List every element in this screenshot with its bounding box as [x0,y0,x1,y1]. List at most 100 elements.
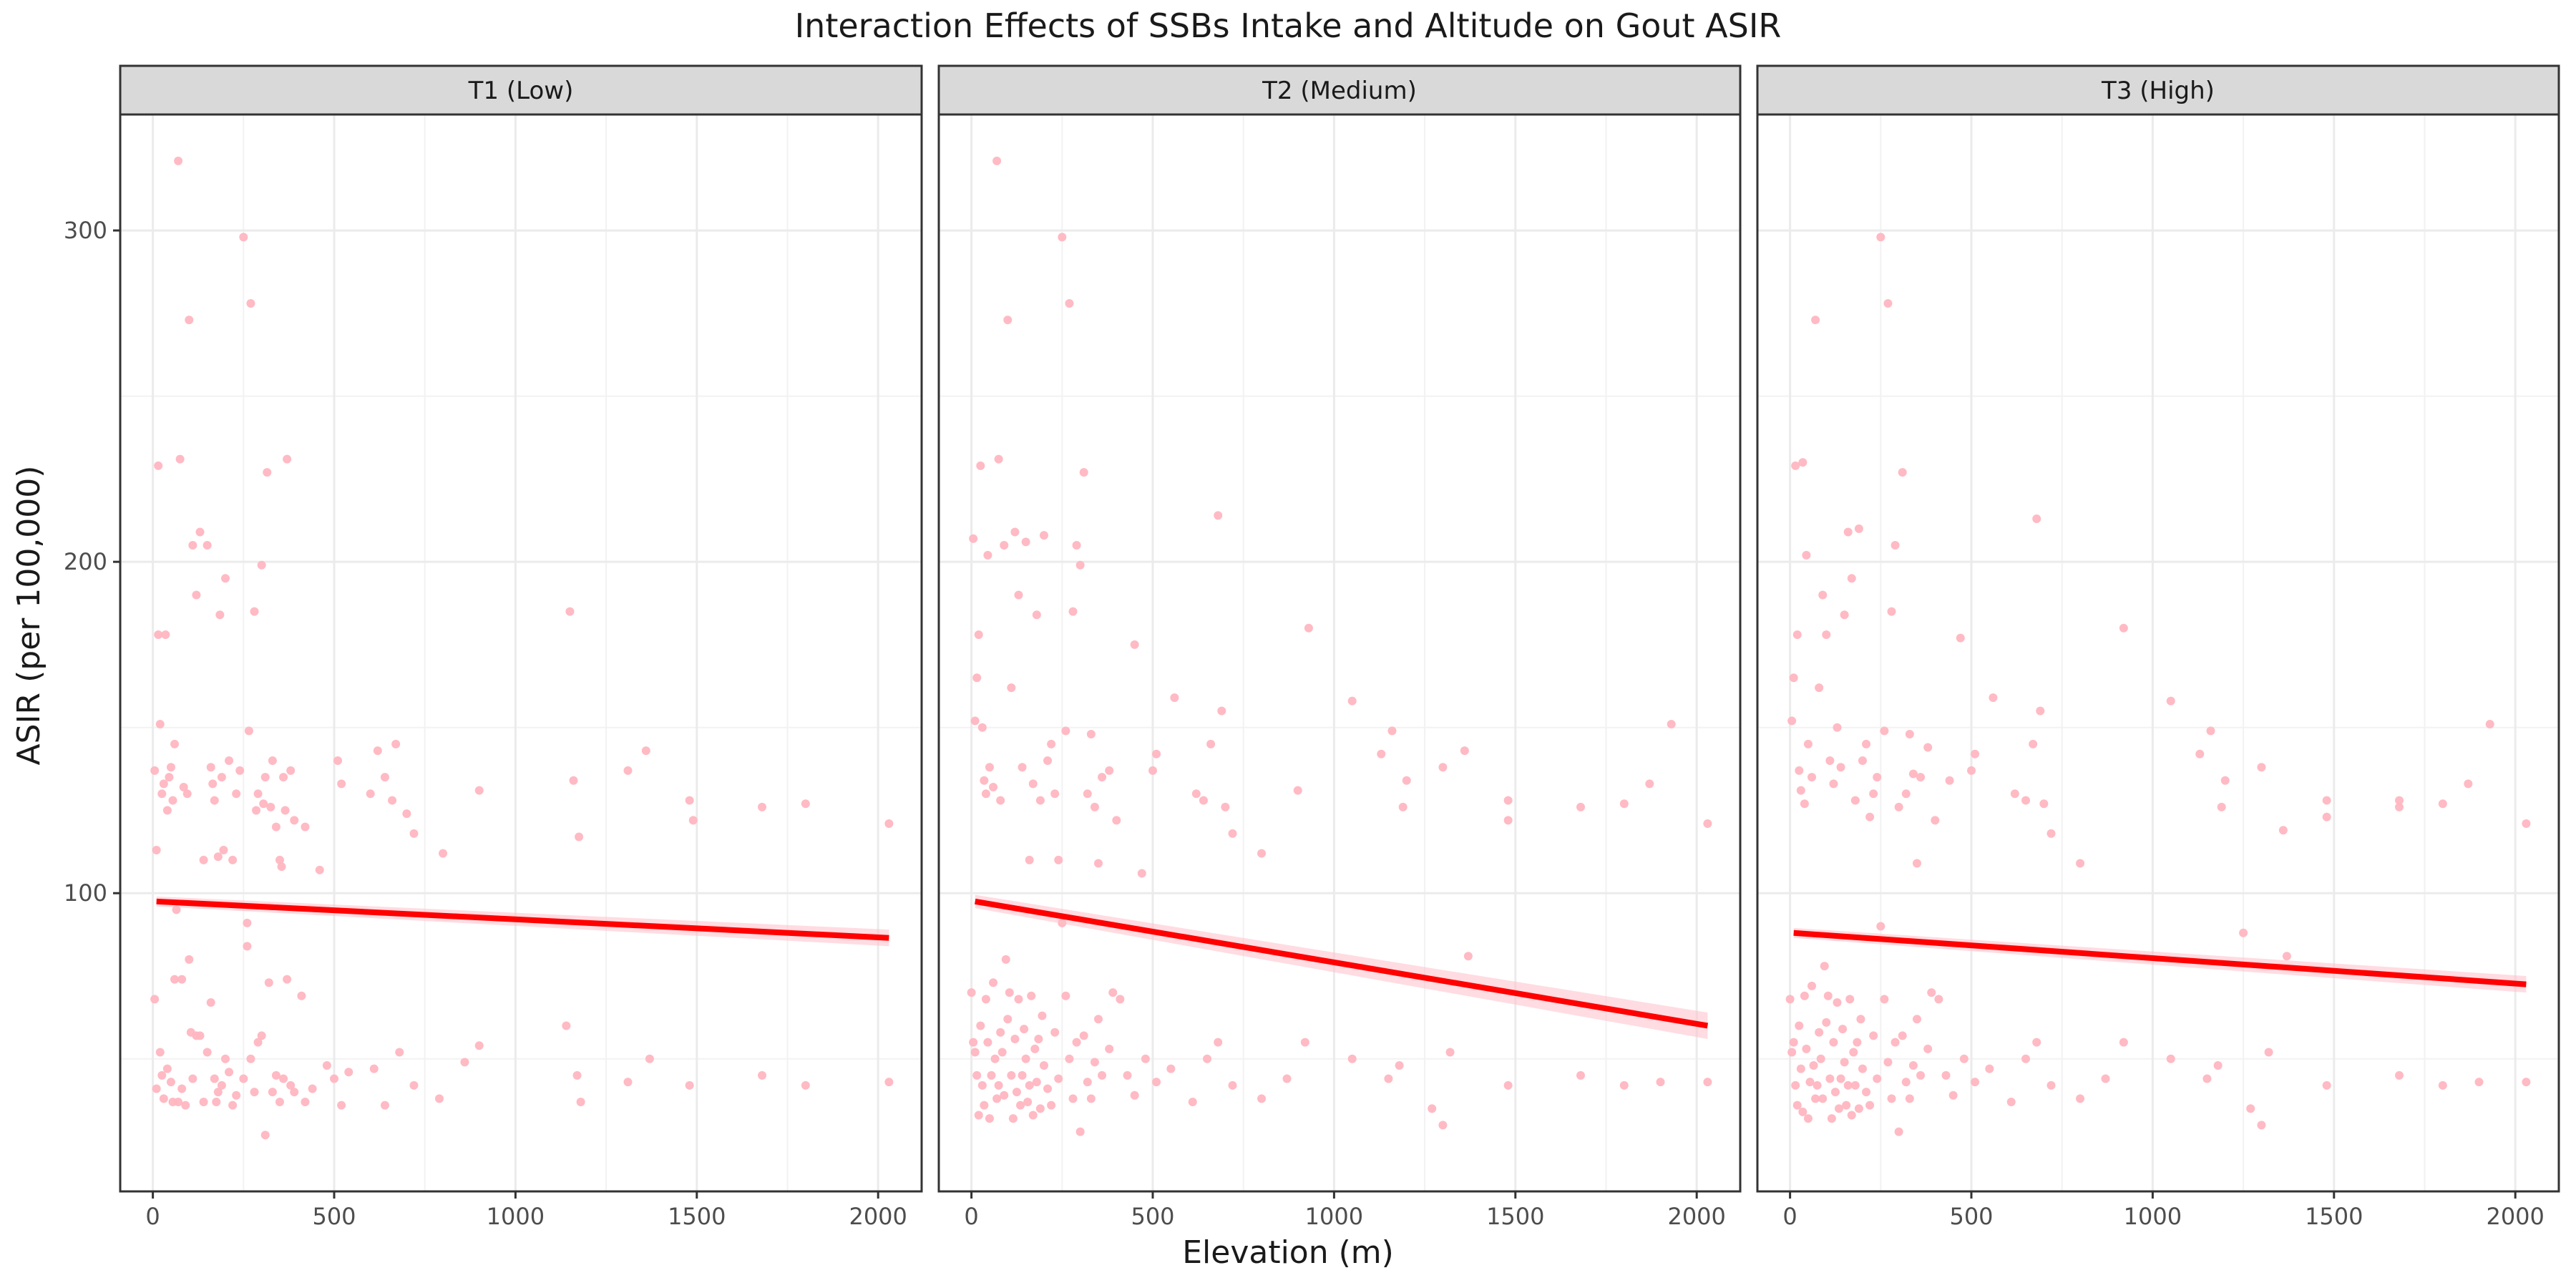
data-point [1923,1044,1933,1053]
data-point [212,1097,221,1106]
data-point [1065,298,1074,308]
data-point [1890,541,1900,550]
data-point [2166,696,2175,706]
data-point [1027,991,1036,1000]
data-point [373,746,382,756]
data-point [188,541,197,550]
data-point [1032,1078,1041,1087]
data-point [1152,749,1161,758]
data-point [1199,796,1208,805]
data-point [402,809,411,819]
data-point [1971,749,1980,758]
data-point [1854,524,1863,533]
data-point [688,816,698,825]
data-points [967,156,1712,1136]
data-point [1931,816,1940,825]
data-point [174,1097,183,1106]
data-point [154,461,163,470]
data-point [337,779,346,789]
data-point [175,454,185,464]
data-point [264,978,273,987]
data-point [1816,1054,1825,1063]
data-point [1645,779,1654,789]
data-point [152,846,161,855]
data-point [166,763,175,772]
x-tick-label: 0 [964,1203,978,1230]
data-point [1214,511,1223,520]
data-point [2036,706,2045,716]
x-tick-label: 2000 [849,1203,907,1230]
data-point [1028,1111,1038,1120]
data-point [260,773,270,782]
data-point [2039,799,2049,809]
data-point [1825,1074,1835,1083]
data-point [1894,1127,1903,1136]
data-point [266,802,275,811]
data-point [1843,1080,1853,1090]
data-point [1035,1104,1045,1113]
data-point [219,846,228,855]
data-point [1865,812,1875,821]
data-point [2217,802,2226,811]
data-point [1108,988,1118,997]
data-point [1282,1074,1292,1083]
data-point [1061,726,1070,736]
x-tick-label: 2000 [2486,1203,2544,1230]
data-point [1050,789,1060,799]
data-point [213,1088,223,1097]
data-point [970,716,980,726]
data-point [1025,1080,1034,1090]
data-point [1787,716,1797,726]
data-point [2046,829,2056,838]
data-point [1905,1094,1914,1103]
data-point [192,590,201,600]
x-tick-label: 1000 [487,1203,545,1230]
data-point [1093,859,1103,868]
data-point [2029,739,2038,748]
data-point [1880,995,1889,1004]
data-point [1791,1080,1800,1090]
data-point [1703,819,1712,828]
data-point [1850,796,1860,805]
data-point [168,796,177,805]
data-point [1908,1061,1918,1070]
facet-strip [1756,64,2560,116]
data-point [1130,640,1139,649]
data-point [1203,1054,1212,1063]
data-point [181,1101,190,1110]
data-point [1787,1048,1797,1057]
facet-panels: T1 (Low) 0 500 1000 1500 2000 100 200 300 T2 (Med… [64,64,2560,1230]
data-point [1789,1038,1798,1047]
data-point [1460,746,1469,756]
data-point [1206,739,1216,748]
data-point [1916,773,1926,782]
data-point [1030,1044,1040,1053]
data-point [641,746,650,756]
data-point [1862,739,1871,748]
data-point [985,763,994,772]
data-point [974,1111,983,1120]
data-point [565,607,575,616]
data-point [2032,514,2041,523]
data-point [1887,607,1896,616]
data-point [344,1068,353,1077]
data-point [2322,812,2331,821]
data-point [623,1078,633,1087]
data-point [1166,1064,1176,1073]
data-point [980,776,989,785]
data-point [1876,922,1885,931]
data-point [232,789,241,799]
data-point [1214,1038,1223,1047]
data-points [150,156,894,1140]
data-point [2213,1061,2223,1070]
data-point [1856,1015,1865,1024]
data-point [1802,550,1811,560]
data-point [1116,995,1125,1004]
data-point [162,1064,172,1073]
data-point [252,806,261,815]
data-point [1967,766,1976,775]
data-point [974,630,983,640]
data-point [1785,995,1795,1004]
data-point [188,1074,197,1083]
